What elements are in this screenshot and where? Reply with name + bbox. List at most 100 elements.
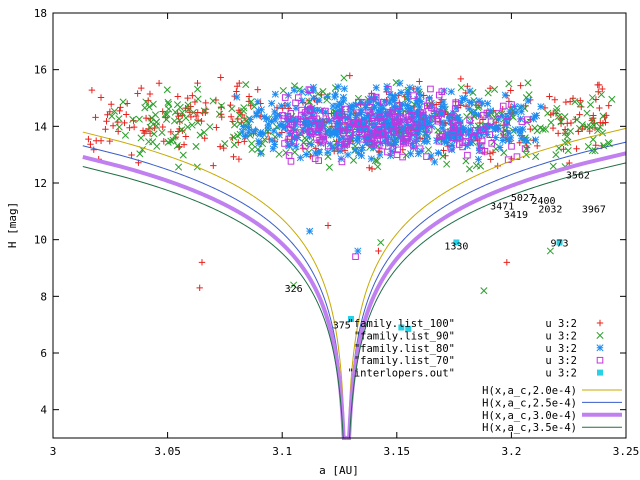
- data-point: [134, 90, 141, 97]
- data-point: [264, 120, 272, 128]
- point-label: 2400: [531, 196, 555, 207]
- data-point: [462, 157, 470, 165]
- data-point: [546, 247, 554, 255]
- data-point: [608, 95, 616, 103]
- data-point: [145, 103, 153, 111]
- data-point: [375, 247, 382, 255]
- data-point: [182, 114, 190, 122]
- data-point: [367, 155, 375, 163]
- data-point: [142, 98, 150, 106]
- data-point: [298, 88, 306, 96]
- data-point: [439, 152, 447, 160]
- data-point: [505, 80, 513, 88]
- data-point: [465, 165, 474, 173]
- data-point: [425, 97, 433, 104]
- data-point: [245, 128, 253, 136]
- data-point: [163, 110, 171, 118]
- data-point: [230, 153, 237, 160]
- data-point: [337, 100, 345, 108]
- data-point: [387, 152, 395, 160]
- data-point: [532, 111, 541, 120]
- data-point: [513, 153, 521, 160]
- data-point: [377, 238, 385, 247]
- data-point: [369, 134, 377, 142]
- data-point: [146, 90, 154, 98]
- data-point: [435, 91, 443, 99]
- data-point: [413, 124, 420, 132]
- data-point: [257, 149, 265, 157]
- data-point: [413, 135, 421, 143]
- data-point: [385, 120, 393, 128]
- data-point: [412, 137, 420, 146]
- data-point: [294, 94, 302, 101]
- data-point: [381, 112, 388, 120]
- data-point: [464, 151, 471, 159]
- data-point: [276, 122, 284, 130]
- data-point: [230, 141, 238, 149]
- data-point: [307, 86, 314, 94]
- data-point: [310, 112, 318, 119]
- data-point: [408, 112, 415, 119]
- data-point: [376, 151, 384, 159]
- data-point: [221, 139, 229, 148]
- data-point: [303, 119, 311, 127]
- data-point: [447, 145, 455, 152]
- data-point: [544, 109, 552, 117]
- data-point: [418, 119, 426, 126]
- data-point: [470, 108, 478, 117]
- data-point: [479, 111, 487, 119]
- data-point: [487, 156, 494, 163]
- data-point: [534, 142, 541, 150]
- data-point: [335, 118, 343, 127]
- data-point: [285, 130, 293, 138]
- data-point: [432, 101, 440, 108]
- data-point: [242, 81, 250, 89]
- data-point: [284, 101, 292, 109]
- point-label: 3967: [582, 205, 606, 216]
- data-point: [155, 79, 163, 87]
- data-point: [594, 81, 601, 89]
- data-point: [417, 98, 425, 106]
- data-point: [379, 130, 387, 138]
- data-point: [121, 119, 128, 127]
- data-point: [369, 144, 377, 152]
- data-point: [327, 131, 335, 139]
- data-point: [257, 106, 266, 114]
- data-point: [381, 138, 389, 146]
- data-point: [115, 128, 122, 135]
- data-point: [194, 95, 202, 103]
- data-point: [176, 143, 183, 150]
- x-tick-label: 3.1: [272, 445, 292, 458]
- data-point: [422, 129, 430, 137]
- curve-left: [82, 131, 347, 439]
- data-point: [467, 139, 475, 147]
- y-tick-label: 14: [34, 120, 48, 133]
- data-point: [239, 122, 247, 130]
- data-point: [461, 94, 469, 102]
- data-point: [484, 89, 492, 97]
- data-point: [420, 137, 428, 145]
- data-point: [366, 164, 373, 171]
- data-point: [415, 109, 423, 117]
- data-point: [424, 146, 433, 154]
- data-point: [362, 139, 370, 147]
- data-point: [374, 125, 382, 133]
- data-point: [502, 116, 510, 124]
- data-point: [376, 114, 384, 121]
- data-point: [475, 101, 482, 108]
- data-point: [589, 135, 597, 144]
- data-point: [246, 115, 254, 124]
- data-point: [103, 118, 110, 125]
- point-label: 375: [333, 321, 351, 332]
- data-point: [135, 115, 143, 123]
- data-point: [447, 88, 455, 96]
- data-point: [377, 106, 385, 114]
- data-point: [433, 137, 441, 145]
- data-point: [200, 128, 208, 137]
- data-point: [213, 124, 220, 131]
- data-point: [269, 145, 277, 153]
- data-point: [477, 142, 485, 149]
- data-point: [186, 109, 193, 116]
- data-point: [97, 137, 105, 144]
- data-point: [465, 126, 473, 134]
